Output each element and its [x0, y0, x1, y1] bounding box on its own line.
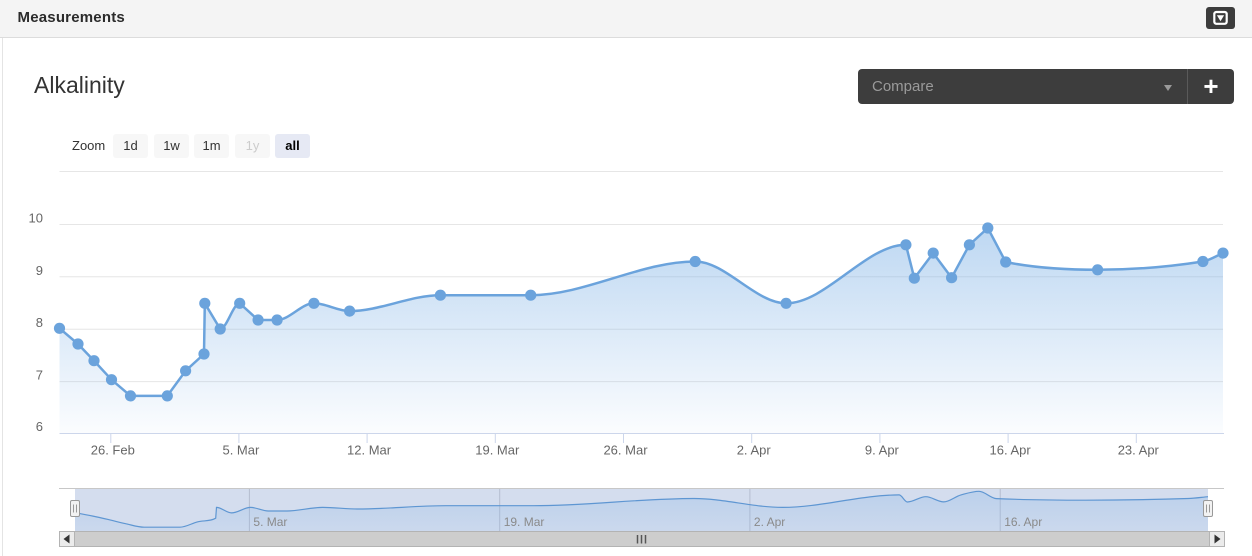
svg-text:8: 8: [36, 315, 43, 330]
svg-text:16. Apr: 16. Apr: [989, 443, 1031, 458]
svg-text:9. Apr: 9. Apr: [865, 443, 900, 458]
svg-text:12. Mar: 12. Mar: [347, 443, 392, 458]
svg-text:16. Apr: 16. Apr: [1004, 515, 1042, 529]
svg-text:6: 6: [36, 419, 43, 434]
svg-text:26. Feb: 26. Feb: [91, 443, 135, 458]
svg-text:23. Apr: 23. Apr: [1118, 443, 1160, 458]
svg-text:10: 10: [29, 211, 43, 226]
svg-text:7: 7: [36, 368, 43, 383]
svg-text:26. Mar: 26. Mar: [603, 443, 648, 458]
svg-text:9: 9: [36, 263, 43, 278]
svg-text:19. Mar: 19. Mar: [475, 443, 520, 458]
svg-text:5. Mar: 5. Mar: [222, 443, 260, 458]
svg-text:19. Mar: 19. Mar: [504, 515, 545, 529]
svg-text:5. Mar: 5. Mar: [253, 515, 287, 529]
svg-text:2. Apr: 2. Apr: [754, 515, 785, 529]
svg-text:2. Apr: 2. Apr: [737, 443, 772, 458]
